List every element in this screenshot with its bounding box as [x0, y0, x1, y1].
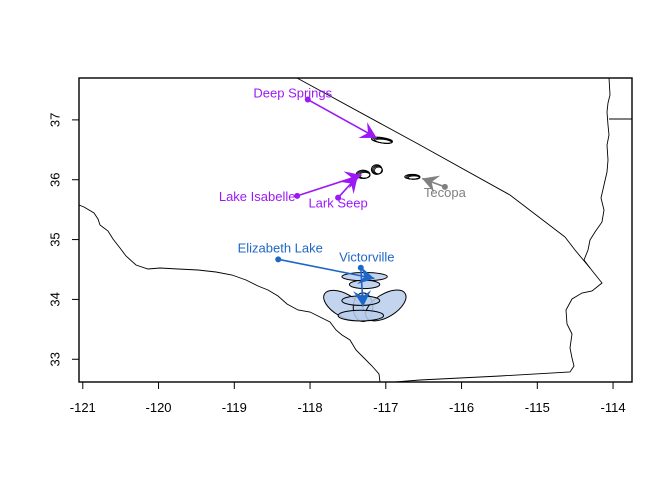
uncertainty-ellipse-ring	[374, 166, 383, 175]
coastline	[78, 204, 381, 383]
flow-arrowhead	[422, 175, 441, 193]
y-tick-label: 37	[48, 113, 63, 127]
flow-arrowhead	[358, 122, 377, 138]
y-axis: 33 34 35 36 37	[48, 113, 80, 366]
nv-ca-border	[296, 77, 566, 238]
x-tick-label: -114	[601, 400, 626, 415]
state-borders	[78, 77, 632, 383]
colorado-river-border	[394, 236, 603, 383]
x-tick-label: -118	[298, 400, 323, 415]
flow-arrowhead	[340, 176, 358, 195]
site-point	[294, 192, 301, 199]
site-label: Deep Springs	[253, 86, 332, 101]
ellipse-layer	[323, 136, 421, 323]
x-tick-label: -121	[70, 400, 96, 415]
plot-frame	[78, 77, 633, 383]
site-point	[441, 183, 448, 190]
x-tick-label: -115	[525, 400, 550, 415]
site-layer: Deep Springs Lake Isabelle Lark Seep Elizab…	[219, 86, 467, 271]
uncertainty-ellipse-ring	[407, 175, 421, 180]
site-label: Tecopa	[424, 185, 467, 200]
flow-arrow-layer	[278, 98, 446, 307]
uncertainty-ellipse-ring	[375, 138, 393, 144]
x-tick-label: -117	[373, 400, 398, 415]
flow-line	[307, 98, 378, 139]
site-point	[335, 194, 342, 201]
flow-arrowhead	[353, 290, 372, 307]
uncertainty-ellipse	[337, 309, 385, 322]
x-tick-label: -116	[449, 400, 474, 415]
site-label: Elizabeth Lake	[238, 240, 323, 255]
y-tick-label: 34	[48, 292, 63, 306]
x-tick-label: -119	[222, 400, 247, 415]
y-tick-label: 36	[48, 172, 63, 186]
site-point	[275, 256, 282, 263]
x-axis: -121 -120 -119 -118 -117 -116 -115 -114	[70, 381, 626, 415]
y-tick-label: 33	[48, 352, 63, 366]
flow-line	[278, 258, 375, 280]
site-point	[357, 264, 364, 271]
flow-arrowhead	[356, 266, 375, 285]
site-label: Lark Seep	[308, 196, 367, 211]
site-label: Victorville	[339, 250, 394, 265]
site-label: Lake Isabelle	[219, 189, 296, 204]
nv-az-border	[583, 77, 611, 269]
y-tick-label: 35	[48, 232, 63, 246]
site-point	[304, 96, 311, 103]
x-tick-label: -120	[146, 400, 172, 415]
